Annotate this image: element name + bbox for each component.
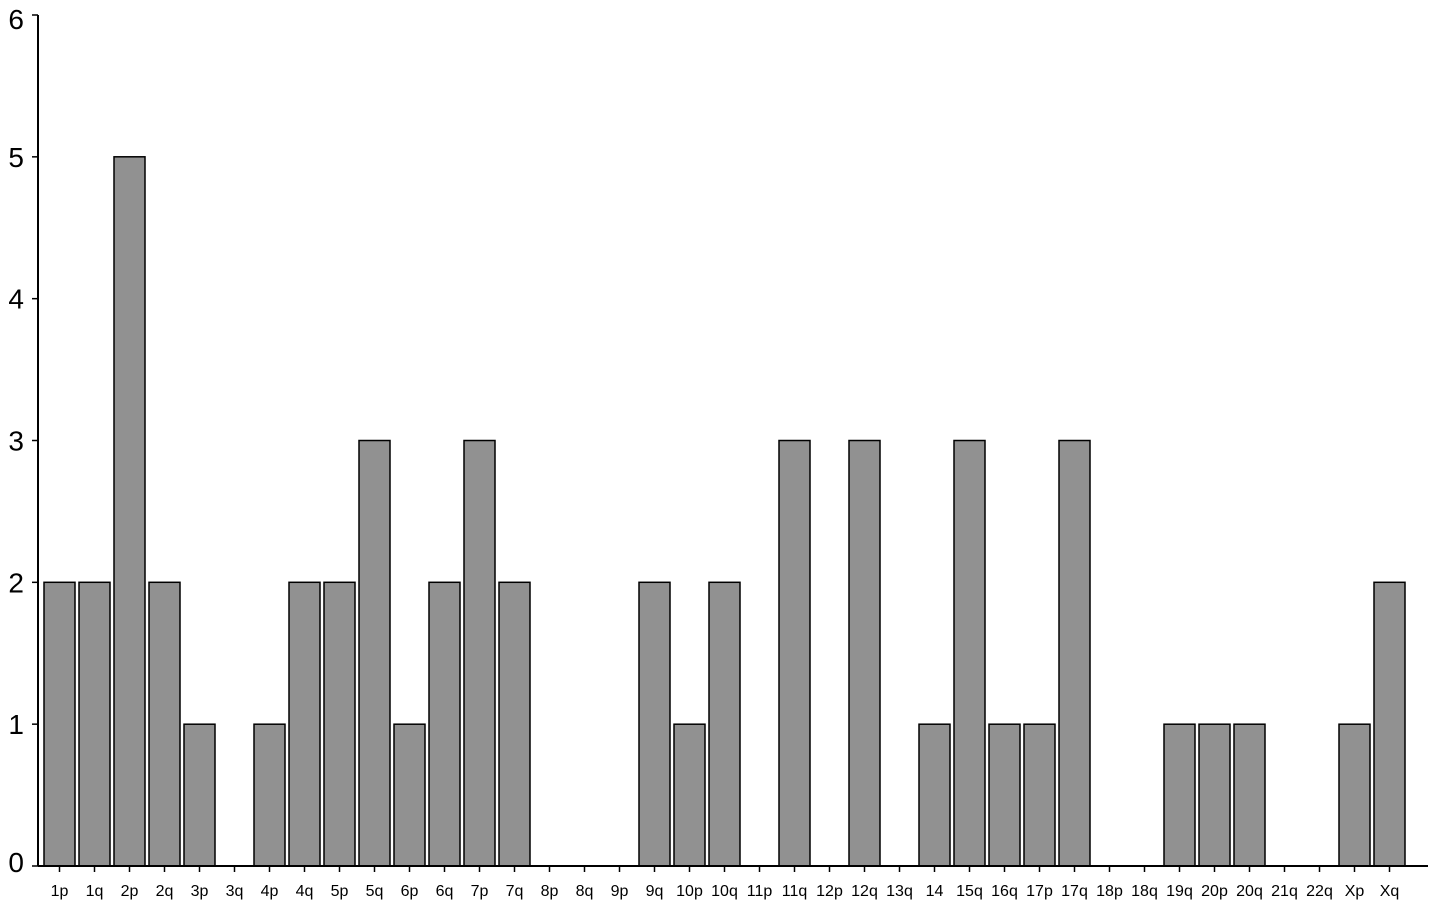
bar-4q xyxy=(288,581,321,867)
x-tick-label: 14 xyxy=(926,883,944,900)
bar-12q xyxy=(848,439,881,867)
y-ticks-group: 0 1 2 3 4 5 6 xyxy=(8,4,38,878)
x-tick-label: 3p xyxy=(191,883,209,900)
x-tick-label: 4p xyxy=(261,883,279,900)
bar-15q xyxy=(953,439,986,867)
bar-14 xyxy=(918,723,951,867)
bar-10p xyxy=(673,723,706,867)
bar-11q xyxy=(778,439,811,867)
x-tick-label: 17p xyxy=(1026,883,1053,900)
x-tick-label: 22q xyxy=(1306,883,1333,900)
x-tick-label: Xq xyxy=(1380,883,1400,900)
bar-7q xyxy=(498,581,531,867)
x-tick-label: Xp xyxy=(1345,883,1365,900)
x-tick-label: 6q xyxy=(436,883,454,900)
bar-20q xyxy=(1233,723,1266,867)
x-tick-label: 1p xyxy=(51,883,69,900)
x-tick-label: 17q xyxy=(1061,883,1088,900)
bar-17p xyxy=(1023,723,1056,867)
bar-7p xyxy=(463,439,496,867)
x-tick-label: 10q xyxy=(711,883,738,900)
y-tick-label: 5 xyxy=(8,142,24,173)
bar-5p xyxy=(323,581,356,867)
y-tick-label: 3 xyxy=(8,426,24,457)
x-tick-label: 11q xyxy=(782,883,808,900)
x-tick-label: 1q xyxy=(86,883,104,900)
x-tick-label: 16q xyxy=(991,883,1018,900)
bar-4p xyxy=(253,723,286,867)
bar-19q xyxy=(1163,723,1196,867)
x-tick-label: 18q xyxy=(1131,883,1158,900)
bar-Xq xyxy=(1373,581,1406,867)
x-tick-label: 5q xyxy=(366,883,384,900)
bar-1q xyxy=(78,581,111,867)
bar-2q xyxy=(148,581,181,867)
x-tick-label: 9q xyxy=(646,883,664,900)
x-tick-label: 11p xyxy=(747,883,773,900)
x-tick-label: 13q xyxy=(886,883,913,900)
x-tick-label: 8p xyxy=(541,883,559,900)
x-tick-label: 12p xyxy=(816,883,843,900)
x-tick-label: 7q xyxy=(506,883,524,900)
bar-9q xyxy=(638,581,671,867)
bar-3p xyxy=(183,723,216,867)
x-tick-label: 8q xyxy=(576,883,594,900)
bar-6p xyxy=(393,723,426,867)
x-tick-label: 19q xyxy=(1166,883,1193,900)
bar-Xp xyxy=(1338,723,1371,867)
y-tick-label: 0 xyxy=(8,847,24,878)
x-tick-label: 21q xyxy=(1271,883,1298,900)
x-tick-label: 12q xyxy=(851,883,878,900)
y-tick-label: 2 xyxy=(8,567,24,598)
x-tick-label: 4q xyxy=(296,883,314,900)
x-ticks-group: 1p 1q 2p 2q 3p 3q 4p 4q 5p 5q 6p 6q 7p 7q 8p 8q 9p 9q 10p 1… xyxy=(51,866,1400,900)
bar-2p xyxy=(113,156,146,867)
bar-17q xyxy=(1058,439,1091,867)
y-tick-label: 1 xyxy=(8,709,24,740)
x-tick-label: 5p xyxy=(331,883,349,900)
x-tick-label: 10p xyxy=(676,883,703,900)
x-tick-label: 7p xyxy=(471,883,489,900)
x-tick-label: 2q xyxy=(156,883,174,900)
bar-16q xyxy=(988,723,1021,867)
bar-10q xyxy=(708,581,741,867)
bar-1p xyxy=(43,581,76,867)
y-tick-label: 6 xyxy=(8,4,24,35)
x-tick-label: 15q xyxy=(956,883,983,900)
x-tick-label: 20q xyxy=(1236,883,1263,900)
bar-6q xyxy=(428,581,461,867)
x-tick-label: 9p xyxy=(611,883,629,900)
x-tick-label: 18p xyxy=(1096,883,1123,900)
bars-group xyxy=(43,156,1406,867)
x-tick-label: 2p xyxy=(121,883,139,900)
x-tick-label: 20p xyxy=(1201,883,1228,900)
x-tick-label: 6p xyxy=(401,883,419,900)
bar-20p xyxy=(1198,723,1231,867)
bar-5q xyxy=(358,439,391,867)
x-tick-label: 3q xyxy=(226,883,244,900)
y-tick-label: 4 xyxy=(8,284,24,315)
